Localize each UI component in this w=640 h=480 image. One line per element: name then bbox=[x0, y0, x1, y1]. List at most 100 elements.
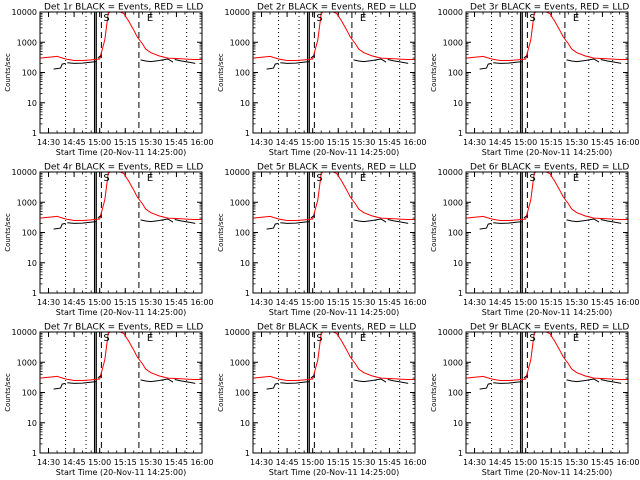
panel-title: Det 2r BLACK = Events, RED = LLD bbox=[257, 3, 416, 13]
plot-frame bbox=[465, 11, 629, 134]
x-tick-label: 14:30 bbox=[463, 298, 486, 307]
y-tick-label: 1000 bbox=[17, 198, 37, 207]
x-tick-label: 15:00 bbox=[514, 138, 537, 147]
series-events-line bbox=[566, 218, 600, 223]
series-events-line bbox=[566, 58, 600, 63]
y-tick-label: 100 bbox=[22, 389, 37, 398]
y-tick-label: 1000 bbox=[443, 38, 463, 47]
x-tick-label: 15:45 bbox=[378, 138, 401, 147]
x-tick-label: 14:45 bbox=[489, 298, 512, 307]
x-tick-label: 15:15 bbox=[114, 138, 137, 147]
series-lld-line bbox=[253, 332, 415, 381]
start-mark: S bbox=[316, 333, 322, 344]
series-events-line bbox=[140, 378, 174, 383]
y-axis-label: Counts/sec bbox=[217, 53, 225, 92]
x-tick-label: 15:00 bbox=[514, 458, 537, 467]
panel-det-4: Det 4r BLACK = Events, RED = LLD Counts/s… bbox=[4, 163, 214, 318]
y-tick-label: 1000 bbox=[230, 358, 250, 367]
x-tick-label: 14:45 bbox=[276, 458, 299, 467]
x-tick-label: 15:45 bbox=[165, 138, 188, 147]
series-events-line bbox=[387, 379, 409, 384]
series-events-line bbox=[600, 59, 622, 64]
x-tick-label: 16:00 bbox=[190, 458, 213, 467]
x-tick-label: 14:45 bbox=[63, 298, 86, 307]
x-tick-label: 15:30 bbox=[139, 458, 162, 467]
start-mark: S bbox=[103, 13, 109, 24]
series-events-line bbox=[479, 62, 492, 70]
series-events-line bbox=[140, 218, 174, 223]
x-tick-label: 15:30 bbox=[565, 458, 588, 467]
series-events-line bbox=[140, 58, 174, 63]
y-tick-label: 10 bbox=[27, 99, 37, 108]
y-tick-label: 1 bbox=[32, 289, 37, 298]
plot-frame bbox=[252, 171, 416, 294]
series-events-line bbox=[310, 375, 315, 379]
start-mark: S bbox=[529, 13, 535, 24]
x-tick-label: 15:30 bbox=[352, 298, 375, 307]
series-events-line bbox=[266, 222, 279, 230]
x-tick-label: 15:45 bbox=[165, 298, 188, 307]
y-tick-label: 10 bbox=[240, 99, 250, 108]
series-events-line bbox=[174, 59, 196, 64]
plot-frame bbox=[39, 171, 203, 294]
x-tick-label: 14:45 bbox=[276, 138, 299, 147]
y-tick-label: 100 bbox=[448, 229, 463, 238]
x-axis-label: Start Time (20-Nov-11 14:25:00) bbox=[56, 148, 186, 157]
series-events-line bbox=[280, 221, 310, 224]
series-events-line bbox=[493, 61, 523, 64]
x-tick-label: 15:00 bbox=[88, 138, 111, 147]
x-tick-label: 15:30 bbox=[352, 138, 375, 147]
x-tick-label: 16:00 bbox=[616, 298, 639, 307]
x-tick-label: 14:45 bbox=[63, 138, 86, 147]
x-tick-label: 15:45 bbox=[378, 298, 401, 307]
y-axis-label: Counts/sec bbox=[217, 213, 225, 252]
y-tick-label: 100 bbox=[22, 229, 37, 238]
plot-frame bbox=[39, 11, 203, 134]
x-tick-label: 15:15 bbox=[327, 298, 350, 307]
series-events-line bbox=[174, 219, 196, 224]
x-tick-label: 15:15 bbox=[114, 298, 137, 307]
x-tick-label: 15:30 bbox=[139, 298, 162, 307]
series-lld-line bbox=[466, 12, 628, 61]
y-tick-label: 1000 bbox=[17, 358, 37, 367]
plot-frame bbox=[39, 331, 203, 454]
series-events-line bbox=[310, 215, 315, 219]
series-events-line bbox=[97, 55, 102, 59]
x-axis-label: Start Time (20-Nov-11 14:25:00) bbox=[56, 468, 186, 477]
panel-det-1: Det 1r BLACK = Events, RED = LLD Counts/s… bbox=[4, 3, 214, 158]
series-lld-line bbox=[466, 332, 628, 381]
y-axis-label: Counts/sec bbox=[217, 373, 225, 412]
series-events-line bbox=[97, 375, 102, 379]
y-axis-label: Counts/sec bbox=[4, 53, 12, 92]
y-tick-label: 10000 bbox=[438, 8, 463, 17]
y-tick-label: 10000 bbox=[225, 168, 250, 177]
y-tick-label: 100 bbox=[448, 69, 463, 78]
x-tick-label: 15:00 bbox=[88, 298, 111, 307]
series-lld-line bbox=[253, 12, 415, 61]
x-axis-label: Start Time (20-Nov-11 14:25:00) bbox=[482, 148, 612, 157]
y-tick-label: 1000 bbox=[230, 198, 250, 207]
x-tick-label: 15:30 bbox=[565, 138, 588, 147]
series-events-line bbox=[67, 61, 97, 64]
series-events-line bbox=[353, 58, 387, 63]
x-tick-label: 14:30 bbox=[37, 458, 60, 467]
y-axis-label: Counts/sec bbox=[4, 373, 12, 412]
series-events-line bbox=[523, 215, 528, 219]
end-mark: E bbox=[360, 13, 366, 24]
panel-title: Det 7r BLACK = Events, RED = LLD bbox=[44, 323, 203, 333]
y-tick-label: 10 bbox=[453, 259, 463, 268]
x-tick-label: 15:00 bbox=[88, 458, 111, 467]
series-events-line bbox=[493, 221, 523, 224]
x-tick-label: 14:45 bbox=[489, 458, 512, 467]
series-events-line bbox=[353, 218, 387, 223]
series-events-line bbox=[600, 379, 622, 384]
panel-title: Det 8r BLACK = Events, RED = LLD bbox=[257, 323, 416, 333]
start-mark: S bbox=[103, 333, 109, 344]
y-tick-label: 1 bbox=[458, 289, 463, 298]
panel-det-7: Det 7r BLACK = Events, RED = LLD Counts/s… bbox=[4, 323, 214, 478]
series-events-line bbox=[266, 62, 279, 70]
y-tick-label: 10 bbox=[240, 259, 250, 268]
y-axis-label: Counts/sec bbox=[430, 213, 438, 252]
x-tick-label: 15:45 bbox=[591, 458, 614, 467]
